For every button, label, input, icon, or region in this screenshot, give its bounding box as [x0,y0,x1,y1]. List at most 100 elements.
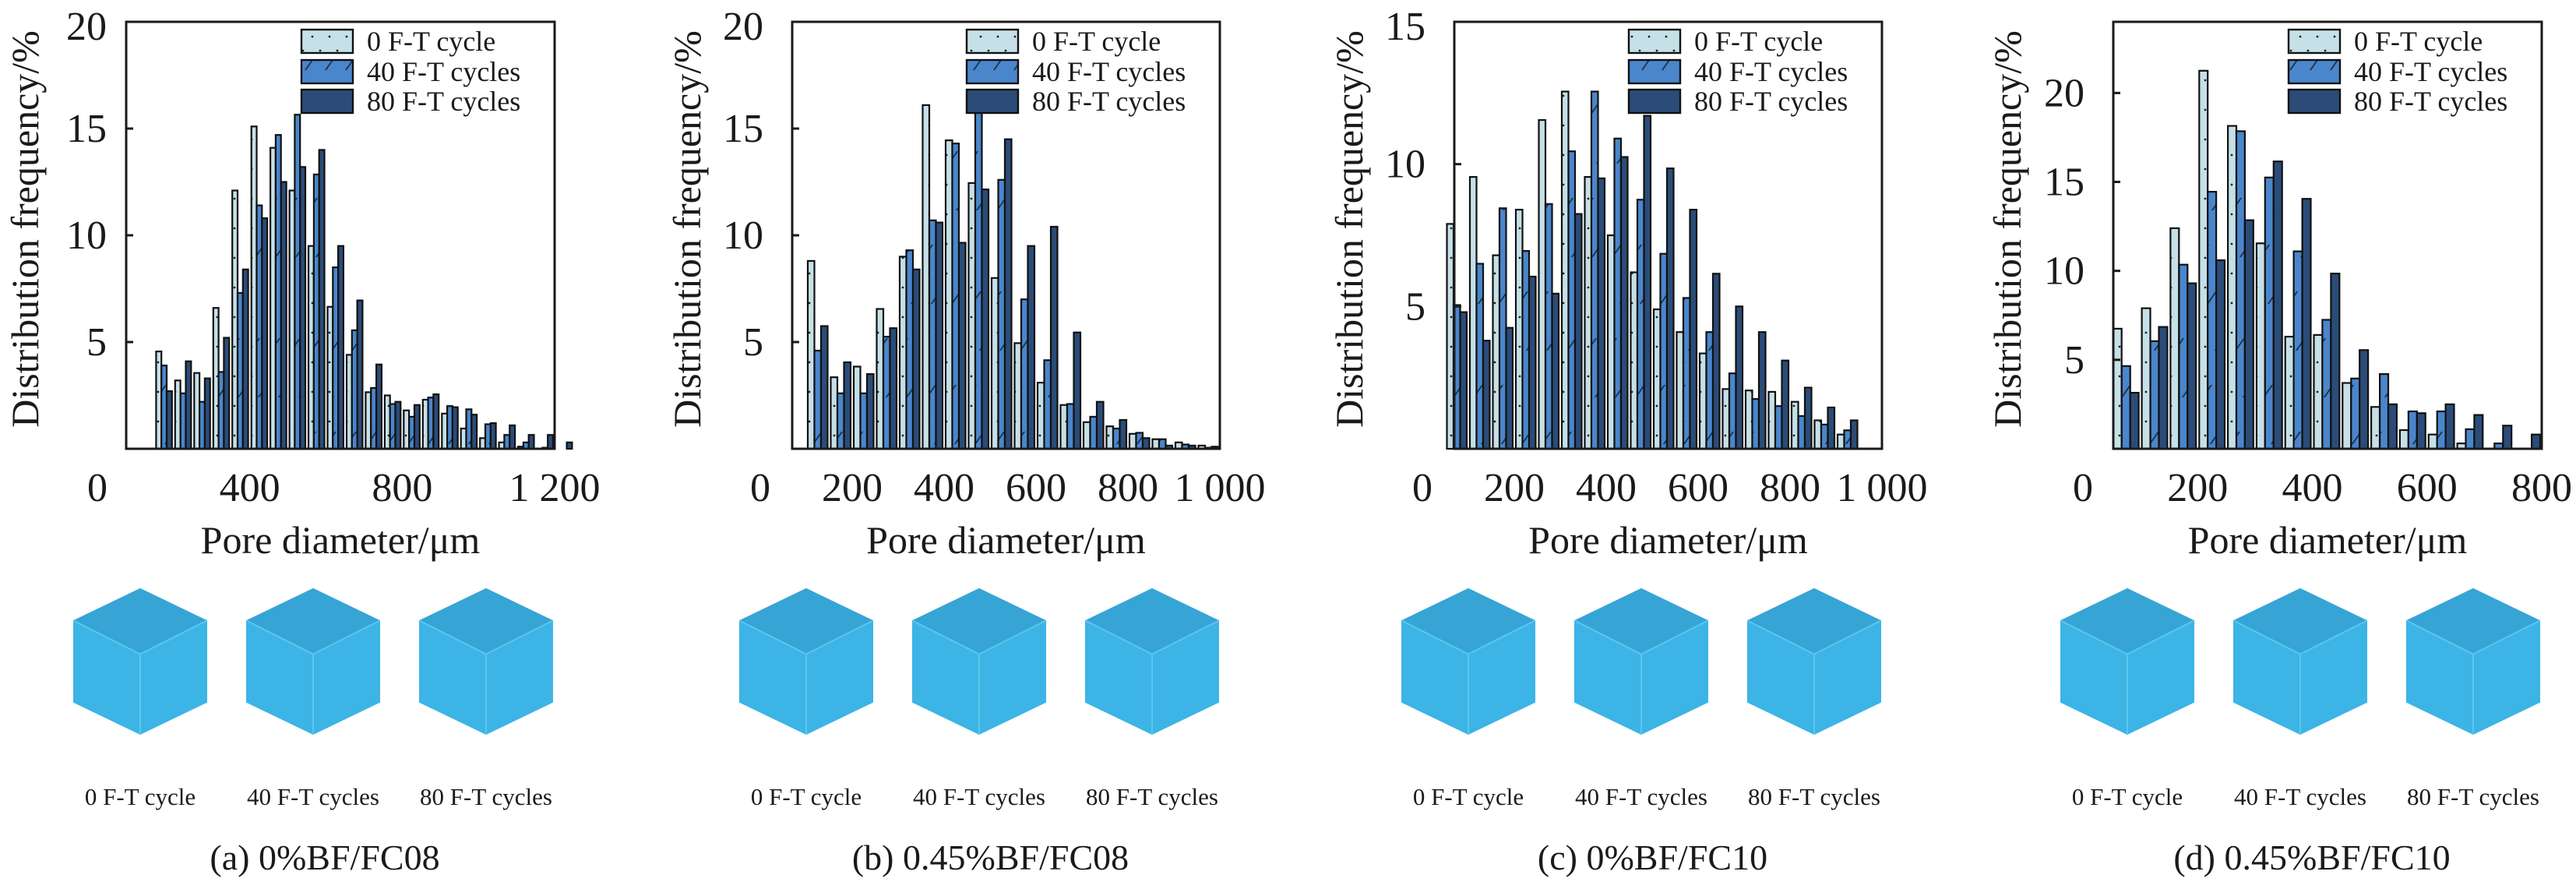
bar-80-f-t-cycles-725 [375,363,383,450]
plot-frame [2112,20,2543,450]
bar-80-f-t-cycles-775 [1781,359,1790,450]
bar-0-f-t-cycle-225 [852,365,862,450]
bar-0-f-t-cycle-425 [2313,333,2324,450]
bar-40-f-t-cycles-525 [1659,252,1669,450]
bar-0-f-t-cycle-625 [1036,382,1045,450]
bar-80-f-t-cycles-725 [1757,331,1767,450]
bar-80-f-t-cycles-475 [2359,349,2370,450]
x-tick-label: 800 [372,466,432,510]
bar-80-f-t-cycles-775 [394,400,402,450]
bar-40-f-t-cycles-575 [1682,297,1691,450]
y-tick-label: 10 [66,213,107,258]
bar-0-f-t-cycle-325 [2255,242,2266,450]
bar-40-f-t-cycles-925 [1843,429,1852,450]
bar-80-f-t-cycles-525 [1003,138,1013,450]
y-tick-label: 10 [2044,249,2084,294]
y-tick-label: 5 [2064,338,2084,383]
x-tick-label: 400 [2282,466,2343,510]
bar-80-f-t-cycles-225 [185,360,192,450]
bar-0-f-t-cycle-375 [1584,176,1593,450]
x-tick-label: 800 [1760,466,1820,510]
bar-80-f-t-cycles-1175 [547,434,555,450]
legend-label: 80 F-T cycles [2354,86,2507,117]
bar-0-f-t-cycle-225 [174,379,181,450]
cube-top-face [2233,588,2367,654]
x-tick-label: 600 [1668,466,1728,510]
x-axis-title: Pore diameter/μm [2188,518,2468,562]
bar-0-f-t-cycle-875 [1151,438,1161,450]
bar-40-f-t-cycles-425 [951,143,960,450]
bar-0-f-t-cycle-525 [1652,308,1662,450]
bar-40-f-t-cycles-475 [2350,377,2361,450]
bar-80-f-t-cycles-675 [2473,414,2484,450]
x-tick-label: 0 [1412,466,1432,510]
bar-0-f-t-cycle-575 [307,245,315,450]
y-axis-title: Distribution frequency/% [665,30,709,428]
legend-swatch-40-cycles [300,58,354,85]
bar-80-f-t-cycles-575 [2416,412,2426,450]
cube-image-0-cycle: 0 F-T cycle [738,588,874,810]
legend-swatch-80-cycles [1627,88,1682,115]
bar-0-f-t-cycle-75 [1446,223,1455,450]
bar-40-f-t-cycles-1075 [503,434,511,450]
bars [1446,90,1859,450]
bar-80-f-t-cycles-675 [1735,305,1744,450]
bar-0-f-t-cycle-175 [2169,227,2180,450]
y-axis-title: Distribution frequency/% [1986,30,2029,428]
bar-0-f-t-cycle-425 [944,139,953,450]
legend-label: 80 F-T cycles [1694,86,1848,117]
cube-top-face [73,588,207,654]
cube-image-0-cycle: 0 F-T cycle [2060,588,2195,810]
legend-swatch-0-cycle [300,28,354,55]
bar-0-f-t-cycle-675 [1059,404,1069,450]
bar-0-f-t-cycle-475 [967,182,977,450]
cube-image-40-cycles: 40 F-T cycles [1573,588,1709,810]
bar-80-f-t-cycles-225 [1528,275,1537,450]
bar-80-f-t-cycles-975 [470,414,478,450]
bar-0-f-t-cycle-325 [898,256,907,450]
bar-0-f-t-cycle-625 [2427,433,2438,450]
bar-80-f-t-cycles-125 [819,325,829,450]
bar-0-f-t-cycle-825 [1790,400,1799,450]
y-axis-title: Distribution frequency/% [1327,30,1371,428]
cube-image-80-cycles: 80 F-T cycles [418,588,554,810]
x-tick-label: 600 [2397,466,2458,510]
panel-caption: (c) 0%BF/FC10 [1538,838,1767,877]
bar-40-f-t-cycles-675 [1728,372,1737,450]
legend-swatch-0-cycle [2287,28,2342,55]
bar-40-f-t-cycles-225 [859,392,869,450]
bar-80-f-t-cycles-625 [337,245,345,450]
bar-80-f-t-cycles-225 [865,373,875,450]
specimen-images: 0 F-T cycle 40 F-T cycles 80 F-T cycles [72,588,554,810]
bar-0-f-t-cycle-825 [403,409,411,450]
bar-80-f-t-cycles-125 [2158,326,2169,450]
bar-0-f-t-cycle-725 [1744,390,1753,450]
y-tick-label: 15 [1385,5,1425,49]
bar-40-f-t-cycles-725 [1751,397,1760,450]
bar-0-f-t-cycle-275 [1538,118,1547,450]
bar-80-f-t-cycles-325 [223,337,231,450]
x-axis-title: Pore diameter/μm [201,518,481,562]
y-tick-label: 20 [2044,71,2084,115]
bar-80-f-t-cycles-1025 [489,422,497,450]
legend-label: 40 F-T cycles [367,56,520,87]
legend-label: 80 F-T cycles [1032,86,1186,117]
y-tick-label: 20 [66,5,107,49]
legend-label: 0 F-T cycle [2354,26,2483,57]
bar-40-f-t-cycles-125 [2149,340,2160,450]
bar-80-f-t-cycles-625 [2444,403,2455,450]
legend-label: 40 F-T cycles [2354,56,2507,87]
bar-40-f-t-cycles-275 [882,336,891,450]
cube-image-0-cycle: 0 F-T cycle [1401,588,1536,810]
bar-80-f-t-cycles-575 [1027,245,1036,450]
bar-80-f-t-cycles-875 [432,393,440,450]
bar-80-f-t-cycles-675 [1073,331,1082,450]
x-tick-label: 0 [87,466,107,510]
bar-40-f-t-cycles-575 [2407,410,2418,450]
